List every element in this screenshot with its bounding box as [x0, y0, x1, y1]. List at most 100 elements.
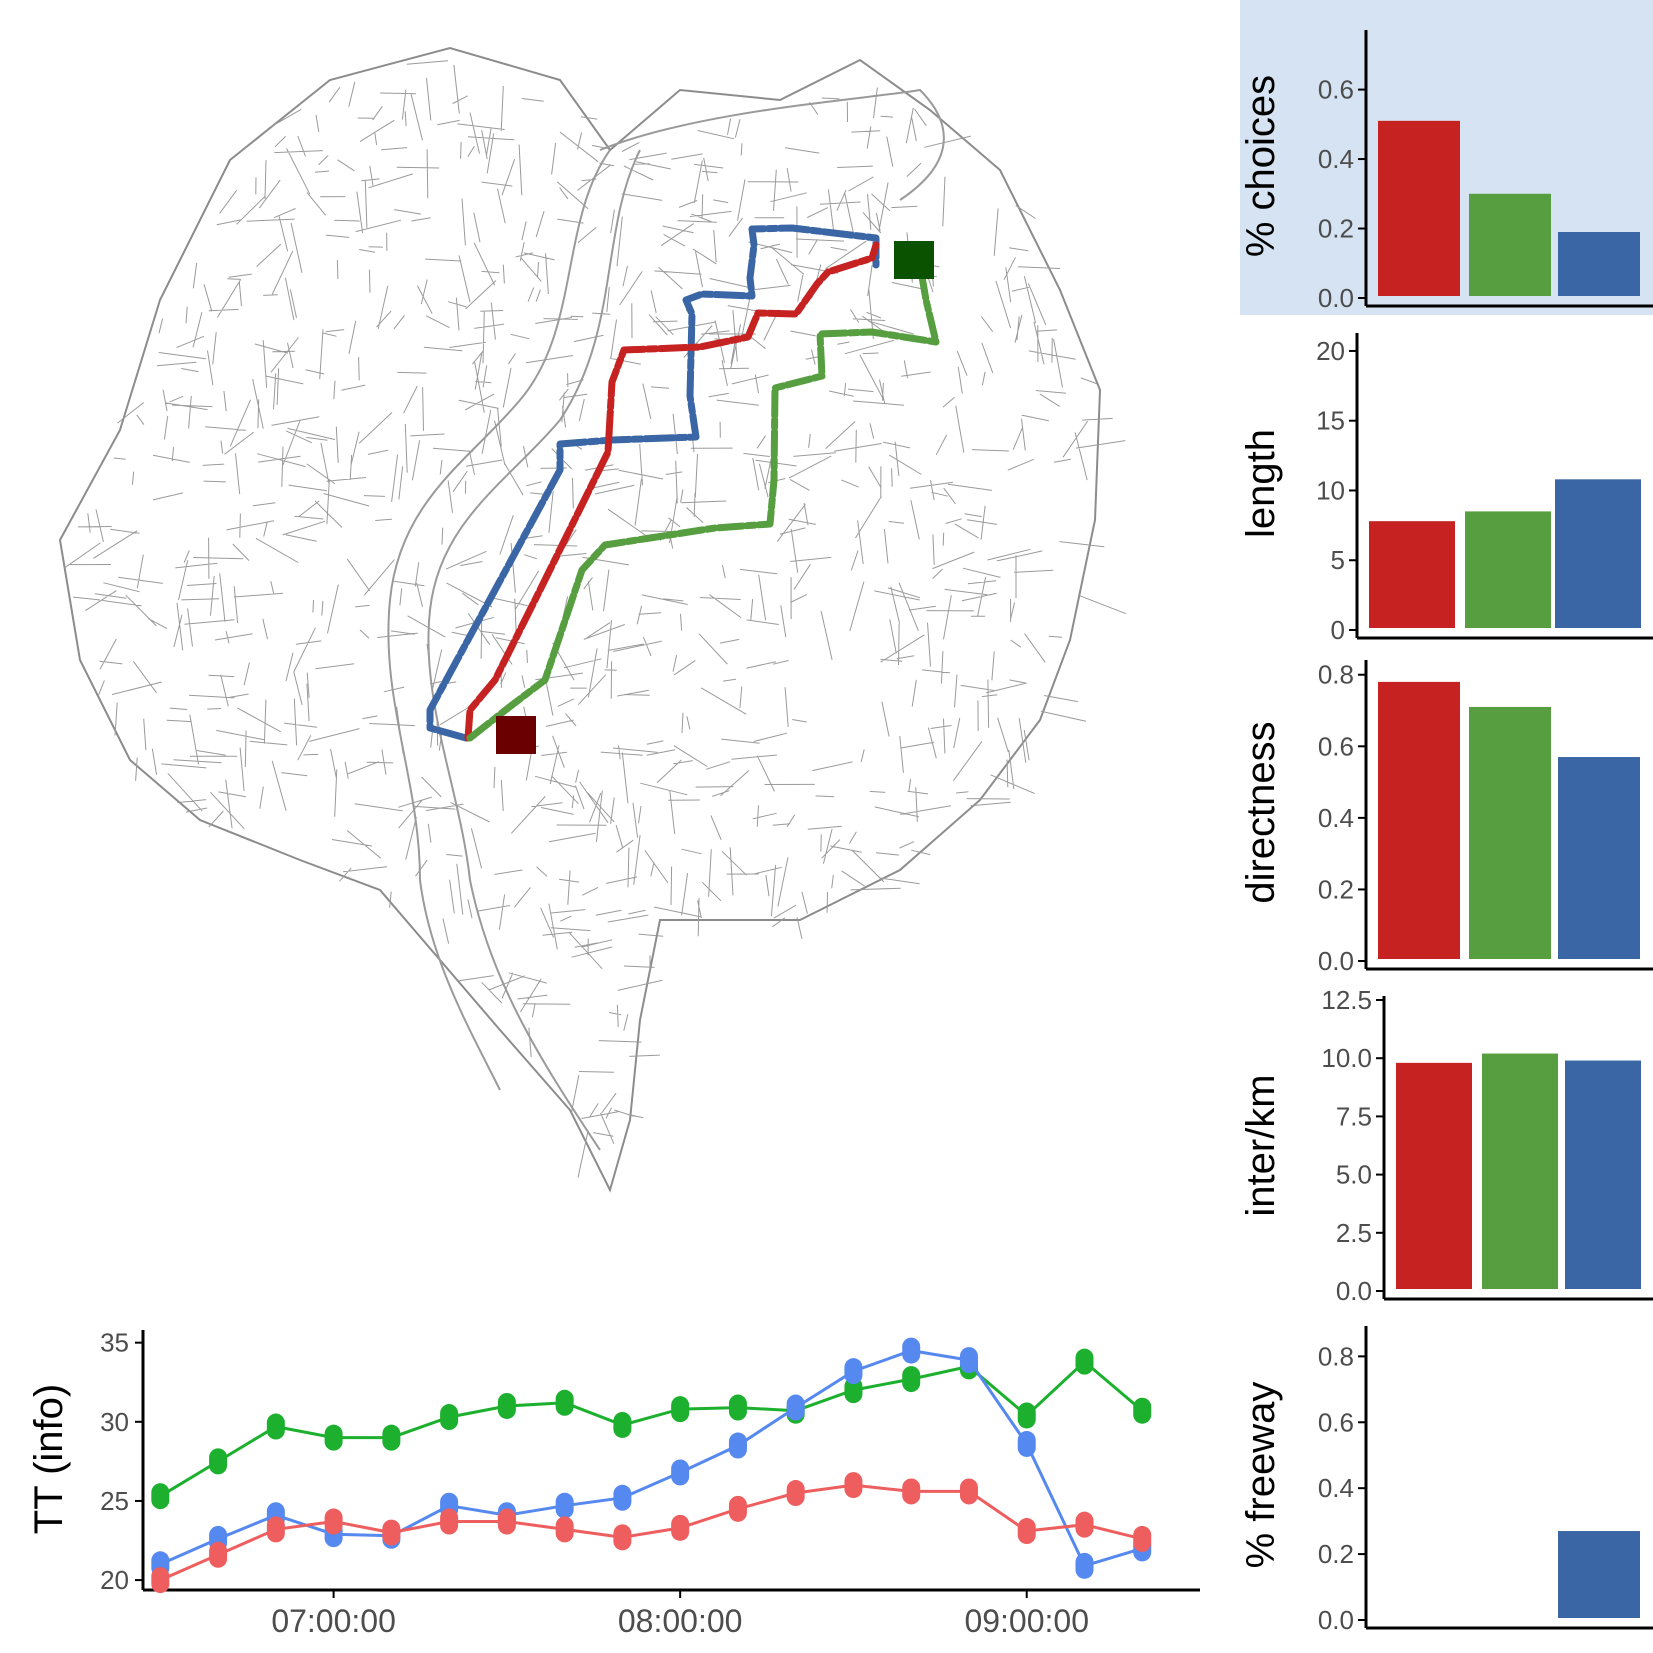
tt-point-red	[324, 1508, 343, 1535]
y-tick-label: 0	[1331, 615, 1345, 645]
tt-line-blue	[159, 1349, 1143, 1568]
tt-point-red	[1133, 1525, 1152, 1552]
bar-panel-length: 0 5 10 15 20 length	[1239, 333, 1653, 645]
y-tick-label: 0.0	[1318, 1605, 1354, 1635]
y-tick-label: 7.5	[1336, 1101, 1372, 1131]
y-tick-label: 0.6	[1318, 1407, 1354, 1437]
y-tick-label: 0.6	[1318, 731, 1354, 761]
route-green	[466, 261, 940, 742]
tt-point-red	[786, 1480, 805, 1507]
bar-length-red	[1369, 521, 1455, 628]
bar-interkm-green	[1482, 1053, 1558, 1289]
y-axis-title-interkm: inter/km	[1239, 1074, 1283, 1216]
y-axis-title-directness: directness	[1239, 721, 1283, 903]
bar-freeway-blue	[1558, 1531, 1640, 1618]
tt-point-red	[555, 1516, 574, 1543]
bar-panel-choices: 0.0 0.2 0.4 0.6 % choices	[1239, 0, 1653, 315]
tt-point-green	[671, 1396, 690, 1423]
tt-point-green	[440, 1404, 459, 1431]
tt-point-green	[613, 1411, 632, 1438]
y-tick-label: 0.2	[1318, 1539, 1354, 1569]
tt-point-red	[382, 1519, 401, 1546]
y-tick-label: 12.5	[1321, 985, 1372, 1015]
tt-point-blue	[613, 1484, 632, 1511]
tt-y-axis-title: TT (info)	[27, 1384, 71, 1534]
y-axis-title-length: length	[1239, 429, 1283, 538]
bar-choices-green	[1469, 193, 1551, 296]
tt-point-red	[209, 1541, 228, 1568]
y-tick-label: 0.2	[1318, 214, 1354, 244]
tt-point-blue	[1075, 1552, 1094, 1579]
tt-y-tick-label: 30	[100, 1407, 129, 1437]
y-axis-title-freeway: % freeway	[1239, 1382, 1283, 1569]
river-right	[427, 149, 641, 1151]
tt-point-red	[671, 1514, 690, 1541]
tt-point-red	[1075, 1511, 1094, 1538]
tt-point-green	[324, 1424, 343, 1451]
bar-directness-blue	[1558, 757, 1640, 959]
tt-y-tick-label: 20	[100, 1565, 129, 1595]
travel-time-chart: 20 25 30 35 07:00:00 08:00:00 09:00:00 TT (info…	[27, 1328, 1200, 1639]
y-tick-label: 2.5	[1336, 1218, 1372, 1248]
tt-point-green	[497, 1392, 516, 1419]
tt-point-green	[1017, 1402, 1036, 1429]
tt-point-green	[555, 1389, 574, 1416]
y-tick-label: 15	[1316, 406, 1345, 436]
bar-panel-directness: 0.0 0.2 0.4 0.6 0.8 directness	[1239, 660, 1653, 976]
tt-point-blue	[671, 1459, 690, 1486]
tt-y-tick-label: 25	[100, 1486, 129, 1516]
bar-panel-interkm: 0.0 2.5 5.0 7.5 10.0 12.5 inter/km	[1239, 985, 1653, 1306]
tt-x-tick-label: 08:00:00	[618, 1603, 743, 1639]
bar-length-green	[1465, 511, 1551, 628]
y-tick-label: 0.0	[1336, 1276, 1372, 1306]
tt-point-red	[902, 1478, 921, 1505]
tt-point-green	[1075, 1348, 1094, 1375]
y-tick-label: 5.0	[1336, 1160, 1372, 1190]
route-red	[464, 241, 880, 742]
tt-point-blue	[959, 1347, 978, 1374]
tt-point-blue	[1017, 1430, 1036, 1457]
bar-choices-red	[1378, 120, 1460, 296]
y-tick-label: 0.0	[1318, 283, 1354, 313]
bar-directness-red	[1378, 681, 1460, 959]
tt-y-tick-label: 35	[100, 1328, 129, 1358]
y-tick-label: 0.4	[1318, 803, 1354, 833]
tt-point-red	[266, 1516, 285, 1543]
tt-point-blue	[728, 1432, 747, 1459]
tt-point-blue	[902, 1337, 921, 1364]
tt-line-green	[159, 1359, 1144, 1498]
tt-line-red	[159, 1483, 1143, 1582]
river-north-bend	[599, 88, 945, 201]
y-tick-label: 20	[1316, 336, 1345, 366]
y-tick-label: 5	[1331, 545, 1345, 575]
bar-interkm-red	[1396, 1062, 1472, 1289]
y-tick-label: 0.8	[1318, 1341, 1354, 1371]
tt-point-green	[1133, 1397, 1152, 1424]
tt-point-green	[902, 1366, 921, 1393]
bar-length-blue	[1555, 479, 1641, 628]
y-tick-label: 10.0	[1321, 1043, 1372, 1073]
bar-directness-green	[1469, 706, 1551, 959]
tt-point-red	[151, 1567, 170, 1594]
tt-x-tick-label: 07:00:00	[271, 1603, 396, 1639]
y-tick-label: 0.2	[1318, 874, 1354, 904]
bar-choices-blue	[1558, 232, 1640, 296]
bar-interkm-blue	[1565, 1060, 1641, 1289]
tt-point-red	[613, 1524, 632, 1551]
tt-point-red	[959, 1478, 978, 1505]
tt-point-green	[382, 1424, 401, 1451]
y-tick-label: 10	[1316, 475, 1345, 505]
origin-marker	[496, 716, 536, 754]
route-blue	[426, 224, 880, 742]
tt-point-blue	[844, 1358, 863, 1385]
bar-panels: 0.00.20.40.6% choices05101520length0.00.…	[1239, 0, 1653, 1635]
y-tick-label: 0.4	[1318, 1473, 1354, 1503]
y-axis-title-choices: % choices	[1239, 75, 1283, 257]
tt-point-green	[728, 1394, 747, 1421]
tt-point-green	[151, 1483, 170, 1510]
tt-point-red	[728, 1495, 747, 1522]
tt-point-blue	[555, 1492, 574, 1519]
tt-point-red	[497, 1508, 516, 1535]
tt-point-red	[1017, 1518, 1036, 1545]
street-map	[58, 46, 1127, 1193]
